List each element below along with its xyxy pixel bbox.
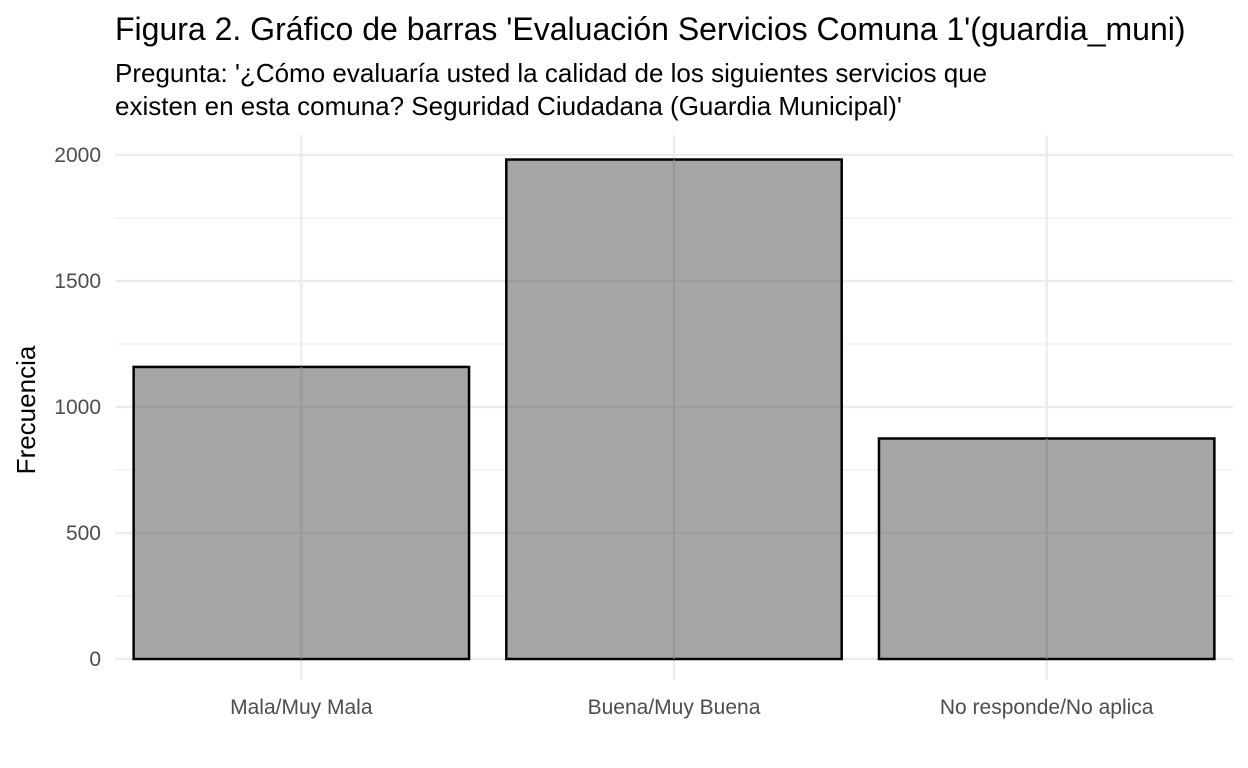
y-tick-label: 0 — [89, 648, 101, 671]
chart-subtitle-line-2: existen en esta comuna? Seguridad Ciudad… — [115, 91, 902, 121]
x-tick-label: No responde/No aplica — [940, 696, 1154, 719]
x-tick-label: Buena/Muy Buena — [588, 696, 761, 719]
y-axis-title: Frecuencia — [11, 345, 41, 474]
vertical-gridlines — [135, 159, 1213, 659]
y-tick-label: 2000 — [54, 144, 101, 167]
chart-title: Figura 2. Gráfico de barras 'Evaluación … — [115, 11, 1186, 47]
x-tick-label: Mala/Muy Mala — [230, 696, 373, 719]
y-tick-label: 1000 — [54, 396, 101, 419]
chart-subtitle-line-1: Pregunta: '¿Cómo evaluaría usted la cali… — [115, 58, 987, 88]
y-tick-label: 500 — [66, 522, 101, 545]
y-tick-label: 1500 — [54, 270, 101, 293]
tick-labels: 0 500 1000 1500 2000 Mala/Muy Mala Buena/Muy B… — [54, 144, 1154, 719]
